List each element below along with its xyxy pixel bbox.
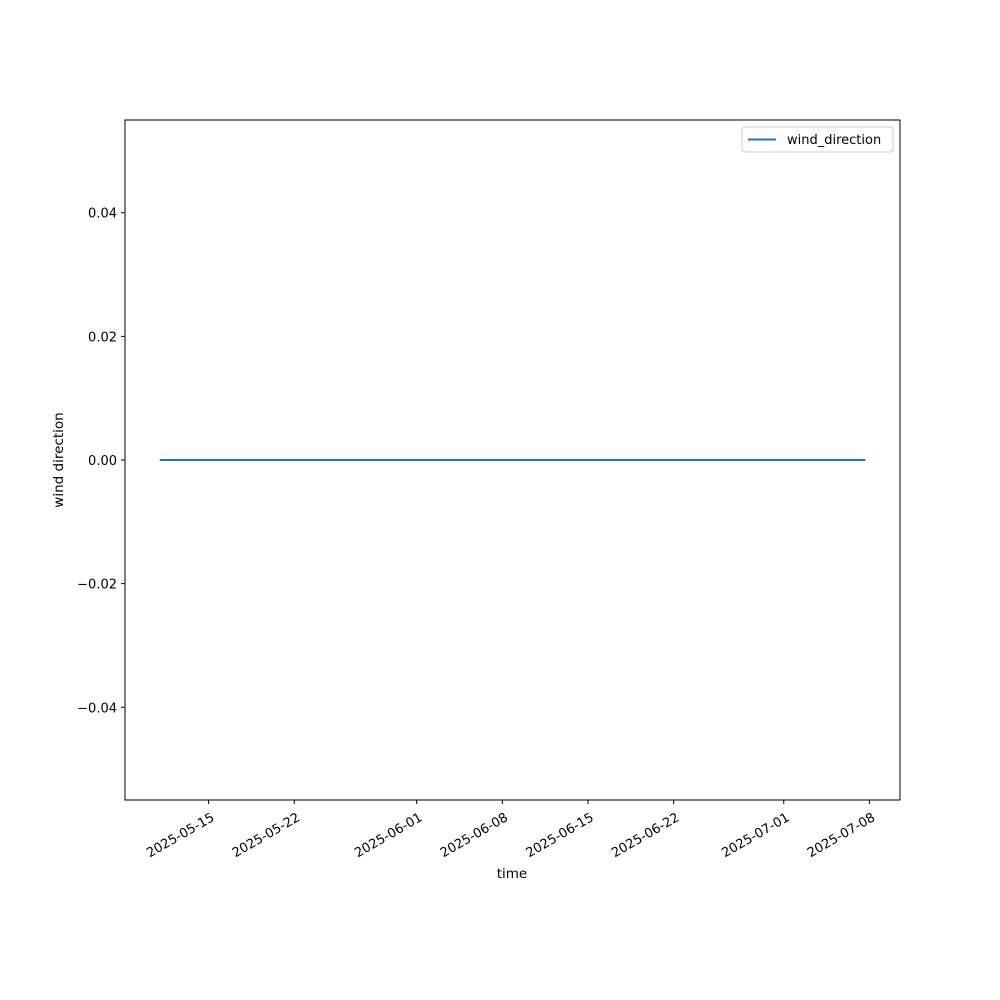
x-tick-label: 2025-06-15	[524, 810, 597, 861]
y-tick-label: 0.04	[88, 207, 117, 222]
legend-label-wind-direction: wind_direction	[787, 133, 881, 148]
x-tick-label: 2025-07-08	[805, 810, 878, 861]
x-axis-label: time	[497, 866, 528, 882]
x-tick-label: 2025-06-01	[352, 810, 425, 861]
x-tick-label: 2025-05-15	[144, 810, 217, 861]
y-axis-label: wind direction	[51, 412, 67, 507]
x-tick-label: 2025-05-22	[230, 810, 303, 861]
y-tick-label: −0.02	[77, 578, 117, 593]
x-tick-label: 2025-06-08	[438, 810, 511, 861]
legend: wind_direction	[741, 126, 894, 153]
y-tick-label: −0.04	[77, 701, 117, 716]
legend-box	[741, 126, 894, 153]
x-tick-label: 2025-07-01	[719, 810, 792, 861]
x-tick-label: 2025-06-22	[609, 810, 682, 861]
y-tick-label: 0.02	[88, 330, 117, 345]
y-tick-label: 0.00	[88, 454, 117, 469]
